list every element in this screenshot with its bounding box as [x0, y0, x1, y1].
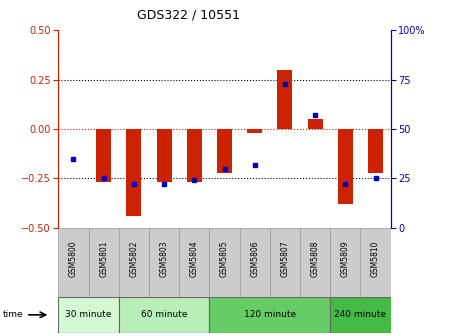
Bar: [209, 228, 240, 297]
Bar: [277, 70, 292, 129]
Bar: [179, 228, 209, 297]
Bar: [126, 129, 141, 216]
Bar: [119, 297, 209, 333]
Bar: [209, 297, 330, 333]
Bar: [300, 228, 330, 297]
Bar: [361, 228, 391, 297]
Bar: [247, 129, 262, 133]
Text: GSM5807: GSM5807: [281, 241, 290, 277]
Bar: [330, 228, 361, 297]
Bar: [330, 297, 391, 333]
Bar: [240, 228, 270, 297]
Bar: [58, 297, 119, 333]
Text: GSM5803: GSM5803: [159, 241, 168, 277]
Bar: [96, 129, 111, 182]
Text: 60 minute: 60 minute: [141, 310, 187, 319]
Text: 240 minute: 240 minute: [335, 310, 387, 319]
Text: time: time: [2, 310, 23, 319]
Text: GSM5805: GSM5805: [220, 241, 229, 277]
Bar: [217, 129, 232, 173]
Text: 30 minute: 30 minute: [65, 310, 112, 319]
Text: 120 minute: 120 minute: [244, 310, 296, 319]
Bar: [187, 129, 202, 182]
Bar: [368, 129, 383, 173]
Bar: [88, 228, 119, 297]
Text: GSM5809: GSM5809: [341, 241, 350, 277]
Text: GSM5810: GSM5810: [371, 241, 380, 277]
Bar: [308, 119, 323, 129]
Text: GSM5800: GSM5800: [69, 241, 78, 277]
Bar: [338, 129, 353, 204]
Text: GSM5804: GSM5804: [190, 241, 199, 277]
Text: GSM5808: GSM5808: [311, 241, 320, 277]
Bar: [58, 228, 88, 297]
Bar: [157, 129, 172, 182]
Bar: [270, 228, 300, 297]
Bar: [119, 228, 149, 297]
Text: GSM5801: GSM5801: [99, 241, 108, 277]
Text: GDS322 / 10551: GDS322 / 10551: [137, 9, 240, 22]
Bar: [149, 228, 179, 297]
Text: GSM5806: GSM5806: [250, 241, 259, 277]
Text: GSM5802: GSM5802: [129, 241, 138, 277]
